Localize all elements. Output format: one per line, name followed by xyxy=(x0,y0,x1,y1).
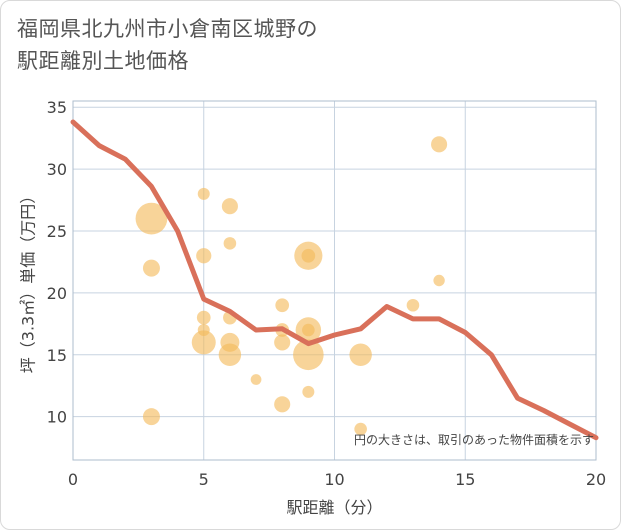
bubble-point xyxy=(142,259,160,277)
y-axis-label: 坪（3.3㎡）単価（万円） xyxy=(19,188,38,373)
y-tick-label: 15 xyxy=(47,346,67,365)
x-tick-label: 15 xyxy=(455,470,475,489)
bubble-series xyxy=(135,136,448,436)
average-price-line xyxy=(70,119,599,441)
bubble-point xyxy=(142,408,160,426)
bubble-point xyxy=(293,339,324,371)
x-tick-labels: 0 5 10 15 20 xyxy=(68,470,606,489)
bubble-point xyxy=(191,330,216,355)
chart-title-line2: 駅距離別土地価格 xyxy=(17,49,189,73)
y-tick-labels: 10 15 20 25 30 35 xyxy=(47,98,67,426)
bubble-point xyxy=(197,187,210,200)
bubble-point xyxy=(274,334,291,351)
bubble-point xyxy=(250,374,262,385)
bubble-point xyxy=(274,396,291,413)
bubble-point xyxy=(275,298,290,313)
y-tick-label: 20 xyxy=(47,284,67,303)
bubble-point xyxy=(196,310,211,325)
y-tick-label: 25 xyxy=(47,222,67,241)
bubble-point xyxy=(218,343,242,367)
x-axis-label: 駅距離（分） xyxy=(286,498,382,517)
bubble-point xyxy=(349,343,372,367)
size-annotation: 円の大きさは、取引のあった物件面積を示す xyxy=(354,432,594,447)
x-tick-label: 0 xyxy=(68,470,78,489)
y-tick-label: 10 xyxy=(47,408,67,427)
x-tick-label: 20 xyxy=(586,470,606,489)
bubble-point xyxy=(406,298,420,312)
bubble-point xyxy=(302,323,315,337)
bubble-point xyxy=(354,422,367,436)
chart-title: 福岡県北九州市小倉南区城野の 駅距離別土地価格 xyxy=(17,13,318,77)
bubble-point xyxy=(196,248,212,264)
x-tick-label: 10 xyxy=(324,470,344,489)
x-tick-label: 5 xyxy=(199,470,209,489)
chart-title-line1: 福岡県北九州市小倉南区城野の xyxy=(17,17,318,41)
bubble-point xyxy=(301,248,316,263)
bubble-point xyxy=(433,274,445,287)
bubble-point xyxy=(223,237,237,250)
bubble-point xyxy=(431,136,448,153)
bubble-point xyxy=(302,385,315,398)
bubble-point xyxy=(221,198,238,215)
y-tick-label: 30 xyxy=(47,160,67,179)
bubble-point xyxy=(135,202,168,235)
plot-border xyxy=(72,100,597,461)
y-tick-label: 35 xyxy=(47,98,67,117)
